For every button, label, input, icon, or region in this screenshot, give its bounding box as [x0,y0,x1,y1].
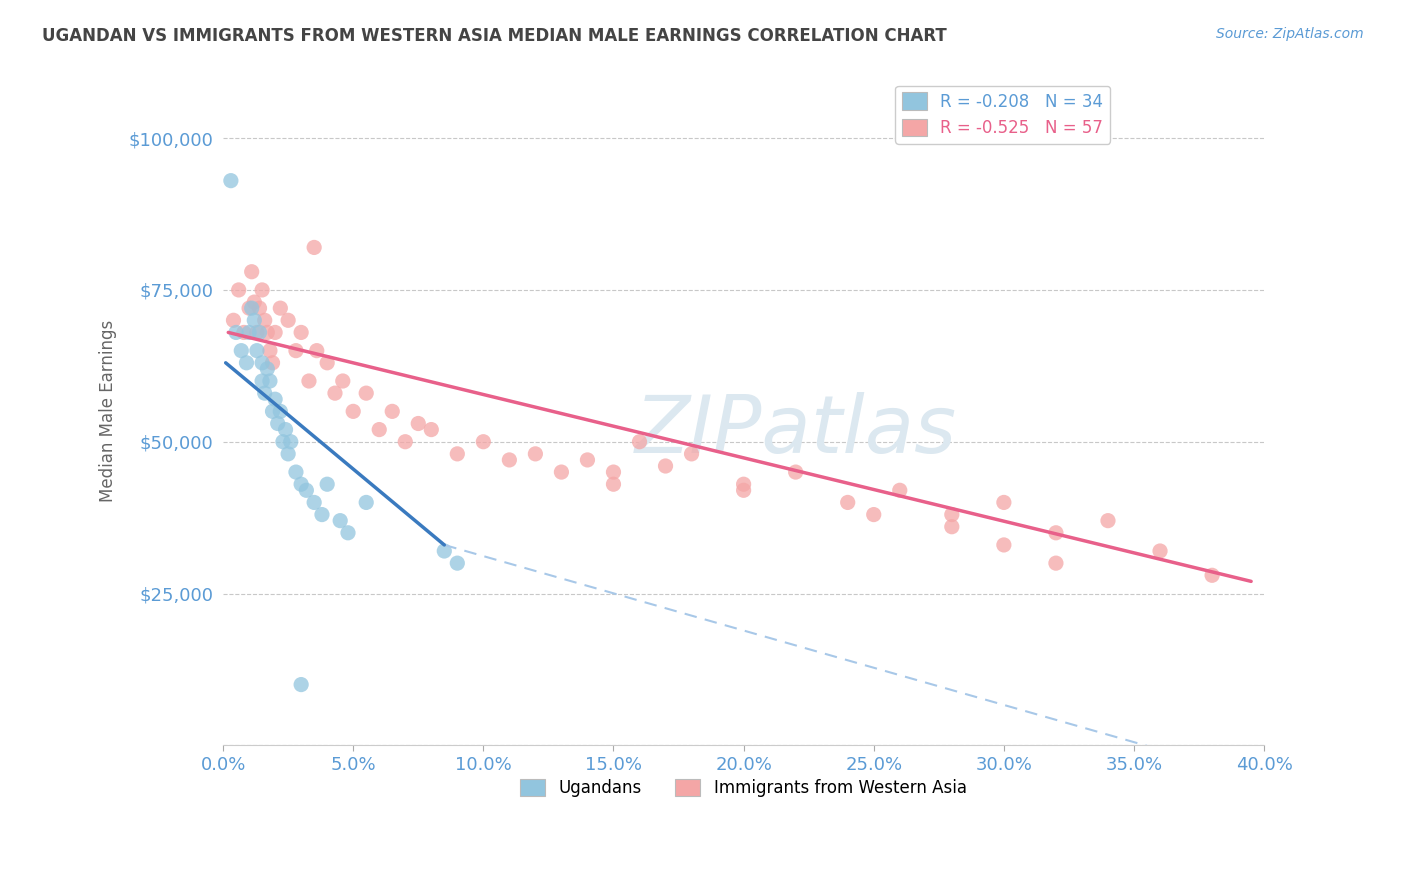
Point [941,519,963,533]
Point [232,326,254,340]
Point [381,404,404,418]
Point [654,458,676,473]
Point [446,447,468,461]
Point [262,356,284,370]
Point [246,326,269,340]
Point [420,423,443,437]
Point [284,343,307,358]
Point [302,495,325,509]
Point [243,295,266,310]
Point [238,326,260,340]
Point [602,465,624,479]
Point [259,343,281,358]
Point [219,174,242,188]
Point [259,374,281,388]
Point [250,356,273,370]
Point [277,447,299,461]
Point [837,495,859,509]
Point [269,301,291,315]
Point [550,465,572,479]
Point [394,434,416,449]
Point [277,313,299,327]
Point [332,374,354,388]
Point [274,423,297,437]
Text: UGANDAN VS IMMIGRANTS FROM WESTERN ASIA MEDIAN MALE EARNINGS CORRELATION CHART: UGANDAN VS IMMIGRANTS FROM WESTERN ASIA … [42,27,946,45]
Point [446,556,468,570]
Point [342,404,364,418]
Point [271,434,294,449]
Point [235,356,257,370]
Point [889,483,911,498]
Point [1045,525,1067,540]
Point [262,404,284,418]
Point [269,404,291,418]
Point [368,423,391,437]
Point [264,392,287,407]
Point [323,386,346,401]
Point [354,495,377,509]
Point [1045,556,1067,570]
Point [295,483,318,498]
Point [354,386,377,401]
Point [249,326,271,340]
Point [862,508,884,522]
Point [785,465,807,479]
Point [249,301,271,315]
Point [524,447,547,461]
Point [290,326,312,340]
Point [264,326,287,340]
Point [337,525,360,540]
Point [250,283,273,297]
Point [576,453,599,467]
Point [253,313,276,327]
Text: ZIPatlas: ZIPatlas [634,392,956,470]
Point [993,495,1015,509]
Point [256,362,278,376]
Point [472,434,495,449]
Point [280,434,302,449]
Point [250,374,273,388]
Point [290,477,312,491]
Y-axis label: Median Male Earnings: Median Male Earnings [100,320,117,502]
Point [243,313,266,327]
Point [253,386,276,401]
Point [941,508,963,522]
Point [284,465,307,479]
Point [298,374,321,388]
Point [733,477,755,491]
Point [240,265,263,279]
Point [1201,568,1223,582]
Point [240,301,263,315]
Point [225,326,247,340]
Point [329,514,352,528]
Point [290,677,312,691]
Point [316,477,339,491]
Point [228,283,250,297]
Point [498,453,520,467]
Point [993,538,1015,552]
Point [305,343,328,358]
Point [246,343,269,358]
Text: Source: ZipAtlas.com: Source: ZipAtlas.com [1216,27,1364,41]
Point [628,434,651,449]
Point [222,313,245,327]
Point [256,326,278,340]
Point [238,301,260,315]
Point [681,447,703,461]
Point [1149,544,1171,558]
Point [316,356,339,370]
Point [433,544,456,558]
Legend: Ugandans, Immigrants from Western Asia: Ugandans, Immigrants from Western Asia [513,772,973,804]
Point [302,240,325,254]
Point [1097,514,1119,528]
Point [602,477,624,491]
Point [733,483,755,498]
Point [231,343,253,358]
Point [311,508,333,522]
Point [267,417,290,431]
Point [406,417,429,431]
